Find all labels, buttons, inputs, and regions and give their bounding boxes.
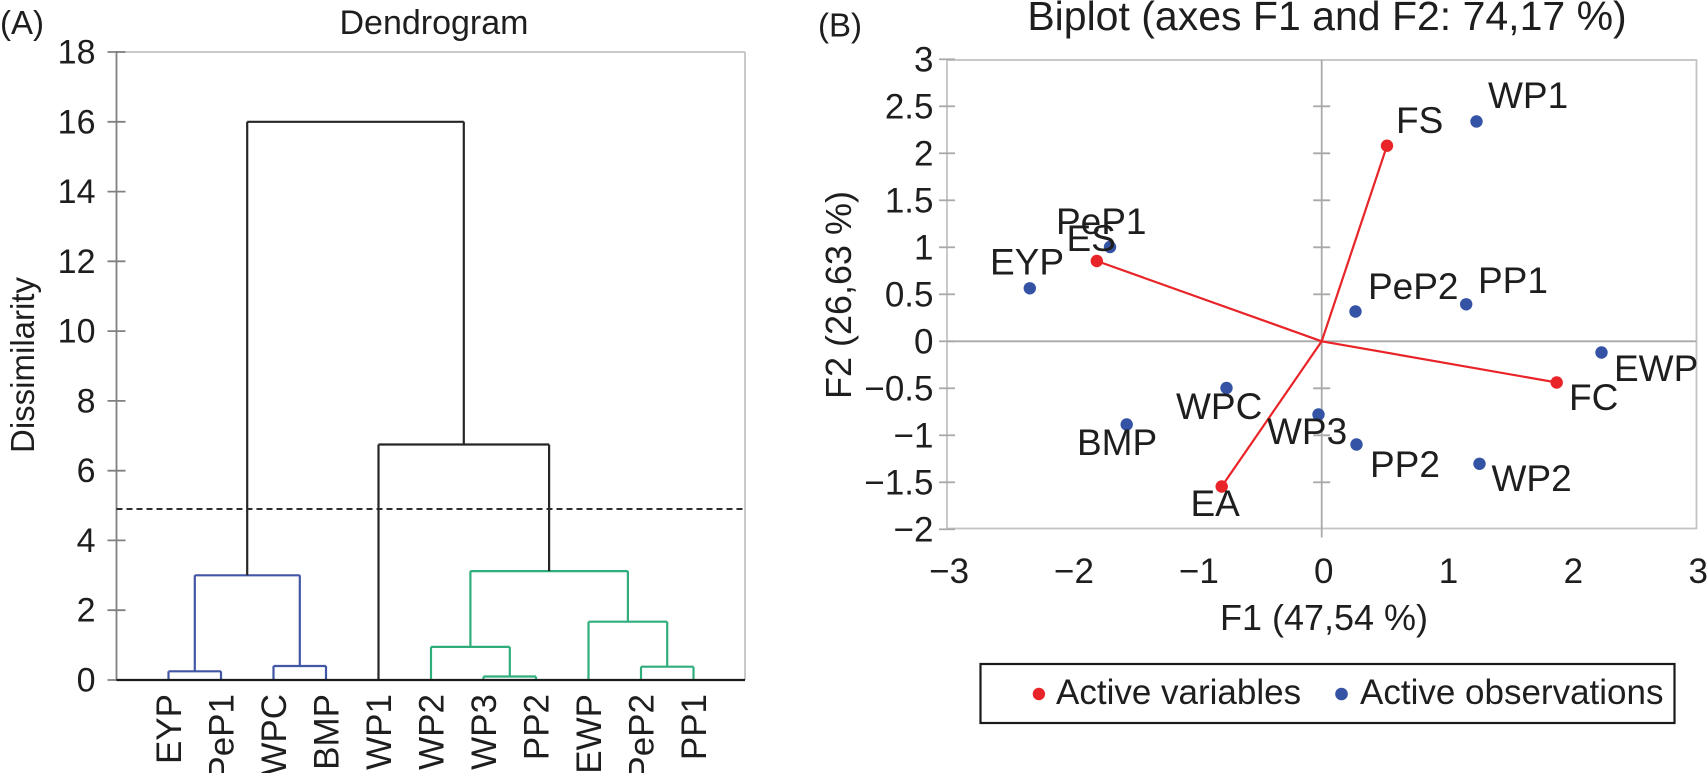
svg-text:Dendrogram: Dendrogram — [340, 4, 529, 42]
svg-text:2: 2 — [77, 592, 96, 630]
svg-text:14: 14 — [58, 173, 96, 211]
svg-text:8: 8 — [77, 382, 96, 420]
svg-text:ES: ES — [1067, 218, 1116, 259]
svg-text:2: 2 — [914, 134, 933, 173]
svg-text:F2 (26,63 %): F2 (26,63 %) — [818, 191, 859, 399]
svg-text:0: 0 — [77, 662, 96, 700]
svg-text:2: 2 — [1564, 552, 1583, 591]
svg-text:Dissimilarity: Dissimilarity — [4, 277, 41, 453]
svg-text:−3: −3 — [929, 552, 969, 591]
svg-text:PeP2: PeP2 — [623, 694, 662, 773]
svg-text:EA: EA — [1191, 483, 1241, 524]
svg-text:EWP: EWP — [1614, 348, 1698, 389]
svg-text:18: 18 — [58, 34, 96, 72]
svg-text:FS: FS — [1396, 100, 1443, 141]
svg-text:16: 16 — [58, 103, 96, 141]
svg-text:EWP: EWP — [570, 694, 609, 773]
svg-text:WP1: WP1 — [1488, 75, 1568, 116]
svg-text:Active observations: Active observations — [1360, 673, 1663, 712]
svg-text:3: 3 — [914, 40, 933, 79]
svg-text:WP2: WP2 — [413, 694, 452, 770]
svg-text:Biplot (axes F1 and F2: 74,17: Biplot (axes F1 and F2: 74,17 %) — [1027, 0, 1626, 39]
svg-text:WP1: WP1 — [360, 694, 399, 770]
svg-text:10: 10 — [58, 313, 96, 351]
svg-text:WP3: WP3 — [1267, 411, 1347, 452]
svg-text:F1 (47,54 %): F1 (47,54 %) — [1220, 597, 1428, 638]
svg-text:PP1: PP1 — [675, 694, 714, 760]
svg-text:−1.5: −1.5 — [864, 463, 933, 502]
svg-text:4: 4 — [77, 522, 96, 560]
svg-text:0: 0 — [1314, 552, 1333, 591]
svg-text:PeP1: PeP1 — [203, 694, 242, 773]
svg-text:1: 1 — [914, 228, 933, 267]
svg-text:PP2: PP2 — [1370, 444, 1440, 485]
svg-text:BMP: BMP — [1077, 422, 1157, 463]
svg-text:EYP: EYP — [990, 242, 1064, 283]
svg-text:12: 12 — [58, 243, 96, 281]
svg-text:−1: −1 — [894, 416, 934, 455]
svg-text:(A): (A) — [0, 4, 44, 41]
svg-text:3: 3 — [1688, 552, 1707, 591]
svg-text:EYP: EYP — [150, 694, 189, 764]
svg-text:2.5: 2.5 — [885, 87, 934, 126]
svg-text:WP3: WP3 — [465, 694, 504, 770]
svg-text:1.5: 1.5 — [885, 181, 934, 220]
svg-text:1: 1 — [1439, 552, 1458, 591]
svg-text:0.5: 0.5 — [885, 275, 934, 314]
svg-text:PeP2: PeP2 — [1368, 266, 1459, 307]
svg-text:0: 0 — [914, 322, 933, 361]
svg-text:WP2: WP2 — [1492, 458, 1572, 499]
svg-text:WPC: WPC — [255, 694, 294, 773]
svg-text:6: 6 — [77, 452, 96, 490]
svg-text:PP1: PP1 — [1478, 260, 1548, 301]
svg-text:−2: −2 — [1054, 552, 1094, 591]
svg-text:Active variables: Active variables — [1056, 673, 1301, 712]
svg-text:PeP1: PeP1 — [1056, 201, 1147, 242]
svg-text:−1: −1 — [1179, 552, 1219, 591]
svg-text:WPC: WPC — [1176, 386, 1262, 427]
svg-text:BMP: BMP — [308, 694, 347, 770]
svg-text:−2: −2 — [894, 510, 934, 549]
svg-text:PP2: PP2 — [518, 694, 557, 760]
svg-text:−0.5: −0.5 — [864, 369, 933, 408]
svg-text:(B): (B) — [818, 7, 862, 44]
svg-text:FC: FC — [1569, 377, 1618, 418]
